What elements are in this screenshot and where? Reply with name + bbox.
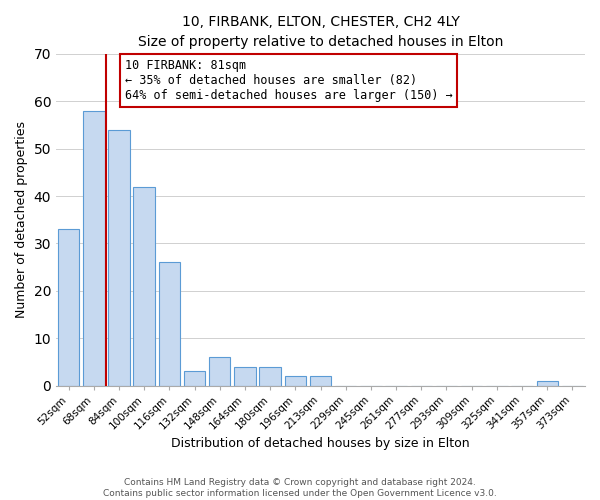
Bar: [158, 262, 180, 386]
Bar: [284, 376, 306, 386]
Bar: [109, 130, 130, 386]
Bar: [58, 229, 79, 386]
Title: 10, FIRBANK, ELTON, CHESTER, CH2 4LY
Size of property relative to detached house: 10, FIRBANK, ELTON, CHESTER, CH2 4LY Siz…: [138, 15, 503, 48]
X-axis label: Distribution of detached houses by size in Elton: Distribution of detached houses by size …: [171, 437, 470, 450]
Bar: [234, 366, 256, 386]
Text: 10 FIRBANK: 81sqm
← 35% of detached houses are smaller (82)
64% of semi-detached: 10 FIRBANK: 81sqm ← 35% of detached hous…: [125, 59, 452, 102]
Bar: [133, 186, 155, 386]
Bar: [184, 372, 205, 386]
Bar: [209, 357, 230, 386]
Text: Contains HM Land Registry data © Crown copyright and database right 2024.
Contai: Contains HM Land Registry data © Crown c…: [103, 478, 497, 498]
Y-axis label: Number of detached properties: Number of detached properties: [15, 121, 28, 318]
Bar: [310, 376, 331, 386]
Bar: [259, 366, 281, 386]
Bar: [83, 110, 104, 386]
Bar: [536, 381, 558, 386]
